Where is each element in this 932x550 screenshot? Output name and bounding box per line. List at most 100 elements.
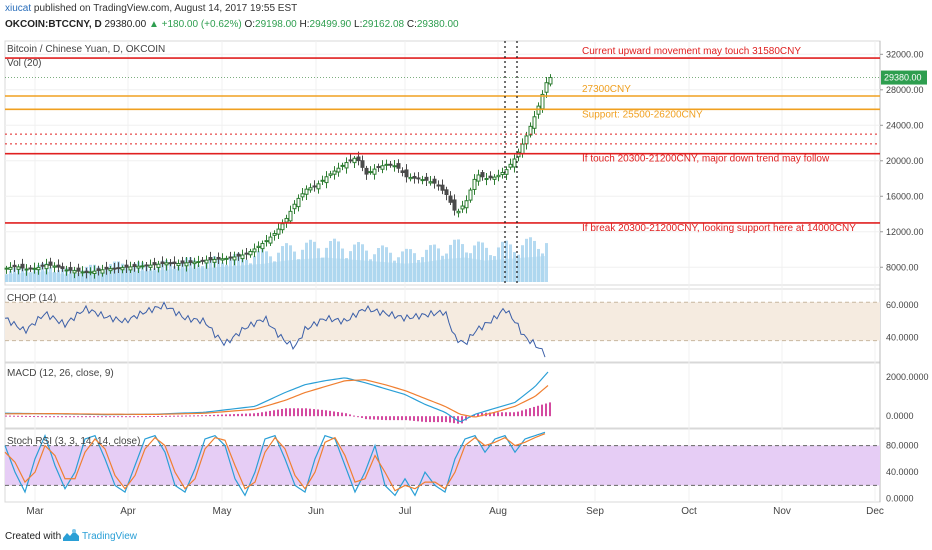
macd-histogram-bar [233,414,235,417]
macd-histogram-bar [13,415,15,417]
volume-indicator-title[interactable]: Vol (20) [7,58,42,69]
candle-body [408,176,413,180]
candle-body [32,267,37,270]
candle-body [280,223,285,231]
price-tick-label: 8000.00 [886,262,919,272]
last-price: 29380.00 [104,19,147,30]
candle-body [460,205,465,210]
candle-body [52,265,57,268]
macd-histogram-bar [77,416,79,418]
macd-histogram-bar [377,416,379,420]
macd-histogram-bar [253,413,255,417]
candle-body [136,265,141,269]
macd-histogram-bar [373,416,375,420]
candle-body [420,179,425,182]
high-value: 29499.90 [309,19,352,30]
last-price-badge-text: 29380.00 [884,73,922,83]
stochrsi-band [5,445,880,486]
macd-histogram-bar [317,409,319,417]
macd-histogram-bar [61,416,63,418]
candle-body [508,163,513,168]
candle-body [240,254,245,260]
macd-histogram-bar [405,416,407,421]
candle-body [500,171,505,176]
macd-histogram-bar [181,415,183,417]
macd-indicator-title[interactable]: MACD (12, 26, close, 9) [7,368,114,379]
macd-histogram-bar [297,408,299,417]
candle-body [356,156,361,162]
macd-histogram-bar [285,408,287,417]
candle-body [220,258,225,261]
macd-histogram-bar [9,415,11,417]
macd-histogram-bar [313,409,315,417]
macd-histogram-bar [37,416,39,418]
macd-histogram-bar [249,413,251,417]
macd-tick-label: 2000.0000 [886,372,929,382]
candle-body [28,267,33,270]
candle-body [60,266,65,269]
candle-body [88,271,93,274]
candle-body [196,261,201,264]
x-tick-label: Jun [308,506,324,517]
price-change: ▲ +180.00 (+0.62%) [148,19,242,30]
candle-body [308,187,313,191]
publisher-name[interactable]: xiucat [5,3,32,14]
candle-body [424,176,429,181]
candle-body [404,169,409,178]
volume-bar [545,243,548,282]
chop-tick-label: 40.0000 [886,333,919,343]
macd-histogram-bar [177,415,179,417]
candle-body [476,174,481,182]
macd-histogram-bar [185,415,187,417]
chop-indicator-title[interactable]: CHOP (14) [7,293,57,304]
x-tick-label: Apr [120,506,136,517]
macd-histogram-bar [209,415,211,417]
candle-body [140,265,145,268]
macd-histogram-bar [85,416,87,418]
candle-body [36,266,41,271]
macd-histogram-bar [309,408,311,417]
macd-histogram-bar [329,410,331,417]
candle-body [268,236,273,244]
stochrsi-indicator-title[interactable]: Stoch RSI (3, 3, 14, 14, close) [7,436,141,447]
macd-histogram-bar [73,416,75,418]
candle-body [448,195,453,203]
symbol-name[interactable]: OKCOIN:BTCCNY, D [5,19,102,30]
stochrsi-tick-label: 0.0000 [886,494,914,504]
created-with-text: Created with [5,531,62,542]
candle-body [100,269,105,274]
candle-body [316,183,321,190]
candle-body [400,170,405,173]
macd-histogram-bar [421,416,423,422]
candle-body [80,271,85,274]
macd-histogram-bar [213,414,215,417]
candle-body [180,260,185,264]
candle-body [376,166,381,169]
macd-histogram-bar [545,403,547,417]
macd-histogram-bar [369,416,371,420]
tradingview-brand[interactable]: TradingView [82,531,138,542]
macd-histogram-bar [517,411,519,417]
candle-body [204,259,209,264]
macd-histogram-bar [489,412,491,417]
candle-body [16,266,21,270]
price-tick-label: 24000.00 [886,120,924,130]
macd-histogram-bar [325,410,327,417]
candle-body [20,263,25,269]
macd-histogram-bar [229,414,231,417]
macd-histogram-bar [225,414,227,417]
candle-body [360,160,365,168]
candle-body [4,267,9,270]
macd-histogram-bar [433,416,435,423]
macd-histogram-bar [117,416,119,418]
macd-histogram-bar [393,416,395,421]
candle-body [440,184,445,191]
tradingview-logo-icon[interactable] [62,528,80,542]
macd-histogram-bar [89,416,91,418]
macd-histogram-bar [221,414,223,417]
candle-body [164,262,169,266]
macd-histogram-bar [105,416,107,418]
macd-histogram-bar [145,416,147,418]
candle-body [12,264,17,268]
